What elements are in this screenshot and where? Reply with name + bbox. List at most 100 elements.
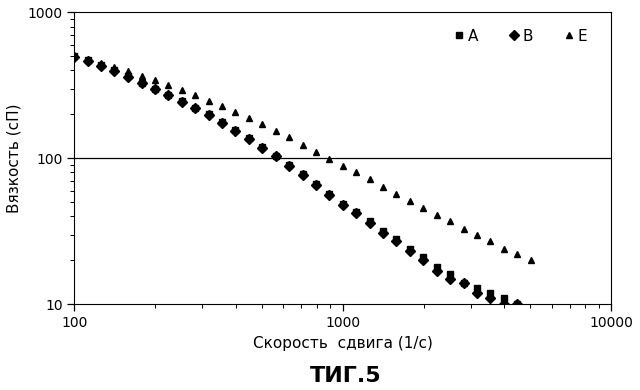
Y-axis label: Вязкость (сП): Вязкость (сП) <box>7 104 22 213</box>
E <box>138 73 145 78</box>
E <box>406 199 413 203</box>
B <box>97 64 105 68</box>
E <box>245 116 253 121</box>
E <box>70 54 78 59</box>
A <box>218 119 226 124</box>
B <box>152 87 159 92</box>
A <box>232 128 239 132</box>
A <box>513 302 521 307</box>
B <box>500 302 508 307</box>
A <box>272 154 280 158</box>
B <box>419 258 427 262</box>
B <box>191 106 199 110</box>
B <box>259 145 266 150</box>
A <box>178 99 186 103</box>
A <box>205 112 212 117</box>
A <box>259 144 266 149</box>
A <box>285 163 293 167</box>
B <box>513 302 521 307</box>
A <box>433 265 440 269</box>
B <box>218 120 226 125</box>
A <box>152 86 159 91</box>
E <box>513 252 521 257</box>
E <box>433 213 440 217</box>
E <box>299 142 307 147</box>
A <box>70 54 78 59</box>
E <box>205 98 212 103</box>
A <box>299 172 307 176</box>
A <box>312 181 320 186</box>
A <box>124 74 132 79</box>
E <box>353 170 360 175</box>
E <box>272 129 280 133</box>
E <box>124 69 132 74</box>
Text: ΤИГ.5: ΤИГ.5 <box>310 366 381 386</box>
A <box>446 272 454 277</box>
A <box>380 228 387 233</box>
E <box>285 135 293 140</box>
A <box>138 80 145 85</box>
A <box>460 280 467 285</box>
E <box>392 191 400 196</box>
B <box>380 230 387 235</box>
B <box>164 93 172 98</box>
B <box>446 276 454 281</box>
E <box>326 157 333 161</box>
B <box>433 268 440 273</box>
B <box>232 128 239 133</box>
E <box>366 177 374 181</box>
B <box>138 81 145 85</box>
B <box>205 113 212 117</box>
B <box>486 296 494 301</box>
E <box>446 219 454 223</box>
A <box>111 68 118 73</box>
E <box>218 104 226 108</box>
A <box>473 285 481 290</box>
A <box>191 105 199 110</box>
B <box>124 74 132 79</box>
Line: E: E <box>71 53 534 264</box>
A <box>84 58 92 63</box>
A <box>406 246 413 251</box>
B <box>460 280 467 285</box>
E <box>500 246 508 251</box>
B <box>299 172 307 177</box>
B <box>353 211 360 216</box>
B <box>245 136 253 141</box>
E <box>339 163 347 168</box>
X-axis label: Скорость  сдвига (1/с): Скорость сдвига (1/с) <box>253 335 433 351</box>
E <box>527 258 534 262</box>
E <box>191 93 199 98</box>
A <box>97 63 105 67</box>
B <box>527 308 534 313</box>
A <box>339 201 347 206</box>
A <box>500 296 508 301</box>
B <box>326 193 333 197</box>
B <box>312 182 320 187</box>
E <box>97 61 105 66</box>
Legend: A, B, E: A, B, E <box>454 29 588 44</box>
A <box>326 191 333 196</box>
Line: A: A <box>71 53 534 314</box>
E <box>164 83 172 88</box>
B <box>473 290 481 295</box>
A <box>486 290 494 295</box>
A <box>164 92 172 97</box>
B <box>366 221 374 225</box>
B <box>406 249 413 254</box>
Line: B: B <box>71 53 534 314</box>
B <box>285 163 293 168</box>
E <box>473 232 481 237</box>
B <box>272 154 280 159</box>
E <box>84 57 92 62</box>
E <box>460 226 467 231</box>
B <box>84 58 92 63</box>
B <box>178 99 186 104</box>
E <box>486 239 494 244</box>
E <box>259 122 266 127</box>
A <box>527 308 534 313</box>
A <box>353 209 360 214</box>
E <box>380 184 387 189</box>
E <box>232 110 239 114</box>
E <box>111 65 118 69</box>
